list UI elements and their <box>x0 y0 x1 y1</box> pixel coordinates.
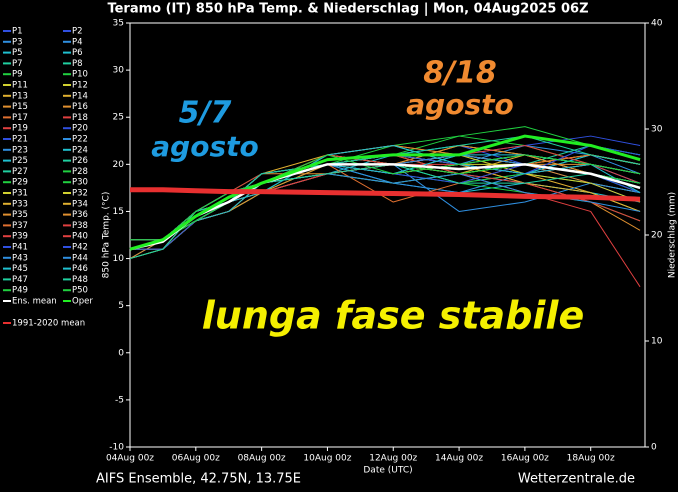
y-tick-label: 35 <box>113 19 124 29</box>
legend-label: P41 <box>12 243 28 253</box>
legend-label: P43 <box>12 253 28 263</box>
y2-axis-label: Niederschlag (mm) <box>668 192 678 278</box>
legend-label: P19 <box>12 124 28 134</box>
legend-label: P48 <box>72 275 88 285</box>
annotation: agosto <box>151 130 258 163</box>
legend-label: Ens. mean <box>12 297 57 307</box>
legend-label: P37 <box>12 221 28 231</box>
legend-label: P12 <box>72 81 88 91</box>
legend-label: P40 <box>72 232 88 242</box>
y-tick-label: 15 <box>113 207 124 217</box>
legend-label: P6 <box>72 48 83 58</box>
legend-label: P8 <box>72 59 83 69</box>
y-axis-label: 850 hPa Temp. (°C) <box>102 192 112 279</box>
legend-label: P15 <box>12 102 28 112</box>
series-line <box>130 187 641 202</box>
y-tick-label: -10 <box>109 443 124 453</box>
legend-label: P49 <box>12 286 28 296</box>
legend-label: P3 <box>12 37 23 47</box>
footer-left: AIFS Ensemble, 42.75N, 13.75E <box>96 472 301 487</box>
y-tick-label: 30 <box>113 66 125 76</box>
legend-label: P17 <box>12 113 28 123</box>
footer-right: Wetterzentrale.de <box>518 472 635 487</box>
legend-label: P23 <box>12 145 28 155</box>
x-tick-label: 08Aug 00z <box>238 454 286 464</box>
y2-tick-label: 40 <box>651 19 663 29</box>
y2-tick-label: 20 <box>651 231 663 241</box>
legend-label: P1 <box>12 27 23 37</box>
legend-label: P7 <box>12 59 23 69</box>
legend-label: P32 <box>72 189 88 199</box>
series-line <box>130 154 641 241</box>
legend-label: P47 <box>12 275 28 285</box>
legend-label: P24 <box>72 145 88 155</box>
legend-label: P18 <box>72 113 88 123</box>
y2-tick-label: 10 <box>651 337 663 347</box>
legend-label: P39 <box>12 232 28 242</box>
legend-label: P35 <box>12 210 28 220</box>
legend-label: P5 <box>12 48 23 58</box>
legend-label: P45 <box>12 264 28 274</box>
y-tick-label: 5 <box>118 301 124 311</box>
x-tick-label: 18Aug 00z <box>567 454 615 464</box>
x-tick-label: 12Aug 00z <box>369 454 417 464</box>
y-tick-label: -5 <box>115 395 124 405</box>
legend-label: P4 <box>72 37 83 47</box>
y-tick-label: 0 <box>118 348 124 358</box>
x-axis-label: Date (UTC) <box>363 466 412 476</box>
legend-label: P10 <box>72 70 88 80</box>
legend-label: P22 <box>72 135 88 145</box>
x-tick-label: 10Aug 00z <box>303 454 351 464</box>
legend-label: 1991-2020 mean <box>12 319 85 329</box>
legend-label: P21 <box>12 135 28 145</box>
legend-label: P28 <box>72 167 88 177</box>
legend-label: P16 <box>72 102 88 112</box>
y2-tick-label: 30 <box>651 125 663 135</box>
legend-label: Oper <box>72 297 93 307</box>
legend-label: P26 <box>72 156 88 166</box>
x-tick-label: 06Aug 00z <box>172 454 220 464</box>
x-tick-label: 14Aug 00z <box>435 454 483 464</box>
legend-label: P44 <box>72 253 88 263</box>
y-tick-label: 10 <box>113 254 125 264</box>
legend-label: P36 <box>72 210 88 220</box>
x-tick-label: 04Aug 00z <box>106 454 154 464</box>
y2-tick-label: 0 <box>651 443 657 453</box>
chart-title: Teramo (IT) 850 hPa Temp. & Niederschlag… <box>107 2 588 17</box>
legend-label: P33 <box>12 199 28 209</box>
legend-label: P27 <box>12 167 28 177</box>
legend-label: P46 <box>72 264 88 274</box>
legend-label: P11 <box>12 81 28 91</box>
annotation: 8/18 <box>423 56 497 91</box>
legend-label: P42 <box>72 243 88 253</box>
y-tick-label: 25 <box>113 113 124 123</box>
y-tick-label: 20 <box>113 160 125 170</box>
annotation: 5/7 <box>179 96 232 131</box>
legend-label: P25 <box>12 156 28 166</box>
legend-label: P50 <box>72 286 88 296</box>
annotation: agosto <box>406 88 513 121</box>
legend-label: P13 <box>12 91 28 101</box>
legend-label: P14 <box>72 91 88 101</box>
legend-label: P30 <box>72 178 88 188</box>
legend-label: P2 <box>72 27 83 37</box>
legend-label: P9 <box>12 70 23 80</box>
legend-label: P34 <box>72 199 88 209</box>
x-tick-label: 16Aug 00z <box>501 454 549 464</box>
legend-label: P38 <box>72 221 88 231</box>
legend-label: P29 <box>12 178 28 188</box>
annotation: lunga fase stabile <box>202 294 584 338</box>
legend-label: P20 <box>72 124 88 134</box>
legend-label: P31 <box>12 189 28 199</box>
series-line <box>129 134 641 251</box>
